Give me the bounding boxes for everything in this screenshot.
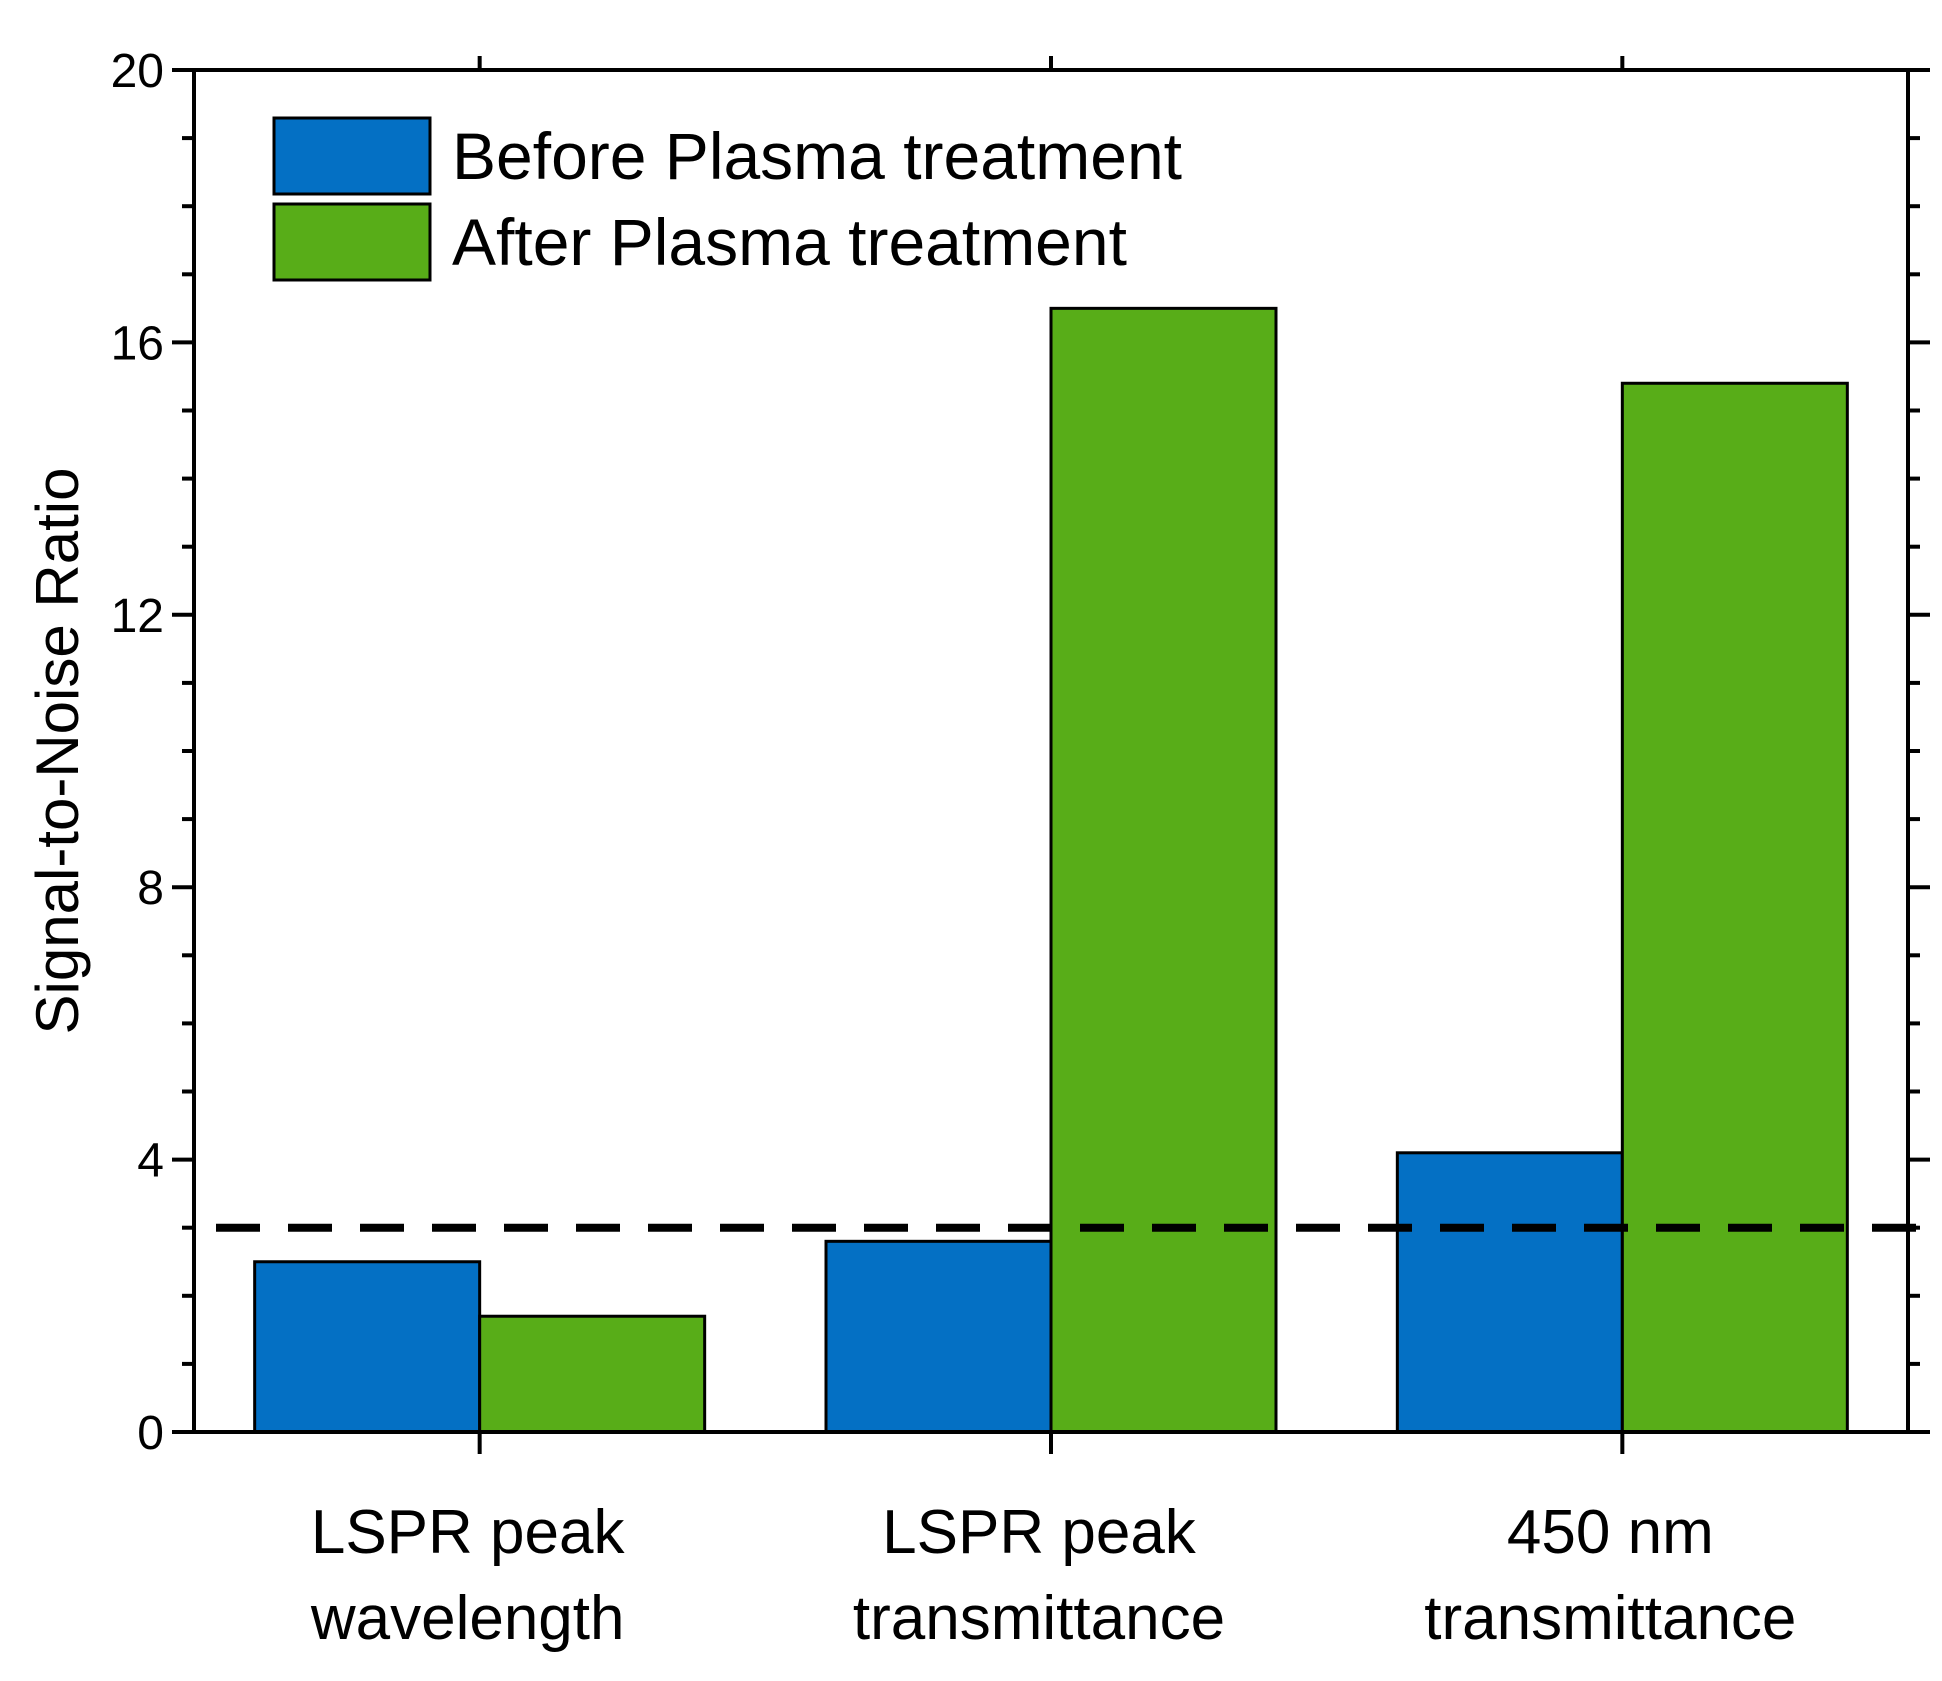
legend: Before Plasma treatment After Plasma trea…	[272, 116, 1182, 282]
y-tick-label-20: 20	[111, 45, 164, 98]
legend-label-after: After Plasma treatment	[452, 205, 1127, 279]
category-label-2-line-1: transmittance	[1424, 1584, 1796, 1653]
bar-before-1	[824, 1239, 1053, 1434]
axes-layer: 0 4 8 12 16 20 LSPR peak wavelength LSPR peak tra…	[24, 45, 1930, 1653]
y-tick-label-4: 4	[137, 1135, 164, 1188]
category-label-2-line-0: 450 nm	[1507, 1498, 1714, 1567]
legend-swatch-after	[272, 202, 432, 282]
bar-after-2	[1620, 381, 1849, 1434]
legend-label-before: Before Plasma treatment	[452, 119, 1182, 193]
bars-layer	[253, 306, 1849, 1434]
category-label-0-line-0: LSPR peak	[311, 1498, 626, 1567]
bar-after-0	[478, 1314, 707, 1434]
category-label-1-line-0: LSPR peak	[882, 1498, 1197, 1567]
bar-after-1	[1049, 306, 1278, 1434]
bar-before-0	[253, 1260, 482, 1434]
y-tick-label-12: 12	[111, 590, 164, 643]
bar-before-2	[1395, 1151, 1624, 1434]
y-tick-label-8: 8	[137, 862, 164, 915]
y-tick-label-16: 16	[111, 317, 164, 370]
y-tick-label-0: 0	[137, 1407, 164, 1460]
legend-swatch-before	[272, 116, 432, 196]
category-label-1-line-1: transmittance	[853, 1584, 1225, 1653]
category-label-0-line-1: wavelength	[310, 1584, 625, 1653]
y-axis-title: Signal-to-Noise Ratio	[24, 468, 91, 1035]
